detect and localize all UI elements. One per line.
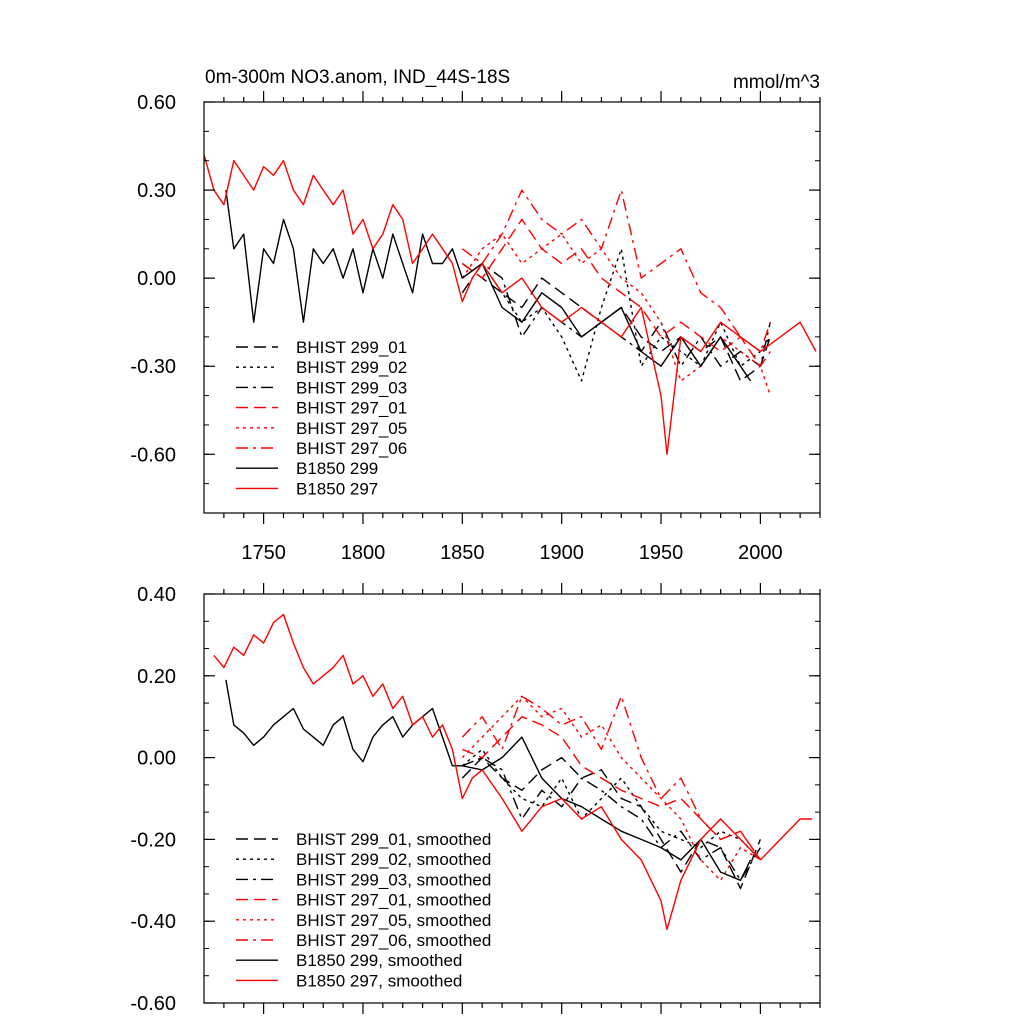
legend-label: BHIST 299_01 — [296, 338, 407, 357]
series-line-1-2 — [462, 756, 761, 881]
series-line-1-7 — [213, 613, 813, 931]
x-tick-label: 1750 — [241, 542, 286, 564]
y-tick-label: 0.20 — [137, 666, 176, 688]
legend-label: B1850 297, smoothed — [296, 971, 462, 990]
top-panel: 0.60 0.30 0.00 -0.30 -0.60 1750 1800 1850 1900 19… — [130, 67, 821, 564]
legend-label: BHIST 297_05, smoothed — [296, 911, 491, 930]
y-tick-label: -0.20 — [130, 829, 176, 851]
series-line-1-0 — [461, 756, 762, 890]
series-line-0-2 — [461, 262, 771, 367]
top-panel-title: 0m-300m NO3.anom, IND_44S-18S — [205, 67, 510, 88]
x-tick-label: 1900 — [539, 542, 584, 564]
y-tick-label: 0.40 — [137, 584, 176, 606]
y-tick-label: 0.60 — [137, 92, 176, 114]
legend-label: BHIST 299_02 — [296, 358, 407, 377]
legend-label: BHIST 297_06 — [296, 439, 407, 458]
y-tick-label: -0.30 — [130, 356, 176, 378]
legend-label: BHIST 299_03, smoothed — [296, 870, 491, 889]
legend-label: BHIST 297_01 — [296, 399, 407, 418]
x-tick-label: 1800 — [341, 542, 386, 564]
series-line-0-0 — [461, 262, 771, 382]
legend-label: BHIST 299_03 — [296, 378, 407, 397]
bottom-panel: 0.40 0.20 0.00 -0.20 -0.40 -0.60 BHIST 299_01,… — [130, 583, 821, 1015]
y-tick-label: 0.30 — [137, 180, 176, 202]
legend-label: BHIST 299_01, smoothed — [296, 830, 491, 849]
plot-frame — [203, 593, 821, 1004]
x-tick-label: 1850 — [440, 542, 485, 564]
series-line-0-4 — [461, 233, 771, 396]
y-tick-label: -0.60 — [130, 993, 176, 1015]
series-line-0-1 — [461, 248, 771, 382]
series-line-1-1 — [461, 748, 761, 861]
y-tick-label: -0.40 — [130, 911, 176, 933]
series-line-0-6 — [225, 190, 752, 382]
legend-label: BHIST 299_02, smoothed — [296, 850, 491, 869]
series-line-0-5 — [461, 189, 771, 353]
series-line-1-4 — [461, 695, 761, 881]
x-tick-label: 2000 — [738, 542, 783, 564]
y-tick-label: -0.60 — [130, 444, 176, 466]
legend-label: B1850 299 — [296, 459, 378, 478]
y-tick-label: 0.00 — [137, 748, 176, 770]
legend-label: BHIST 297_06, smoothed — [296, 931, 491, 950]
x-tick-label: 1950 — [639, 542, 684, 564]
series-line-1-5 — [461, 695, 761, 861]
series-line-0-7 — [203, 154, 817, 455]
legend-label: B1850 297 — [296, 479, 378, 498]
legend-label: B1850 299, smoothed — [296, 951, 462, 970]
legend-label: BHIST 297_01, smoothed — [296, 891, 491, 910]
legend-label: BHIST 297_05 — [296, 419, 407, 438]
y-tick-label: 0.00 — [137, 268, 176, 290]
top-panel-units: mmol/m^3 — [733, 72, 820, 93]
